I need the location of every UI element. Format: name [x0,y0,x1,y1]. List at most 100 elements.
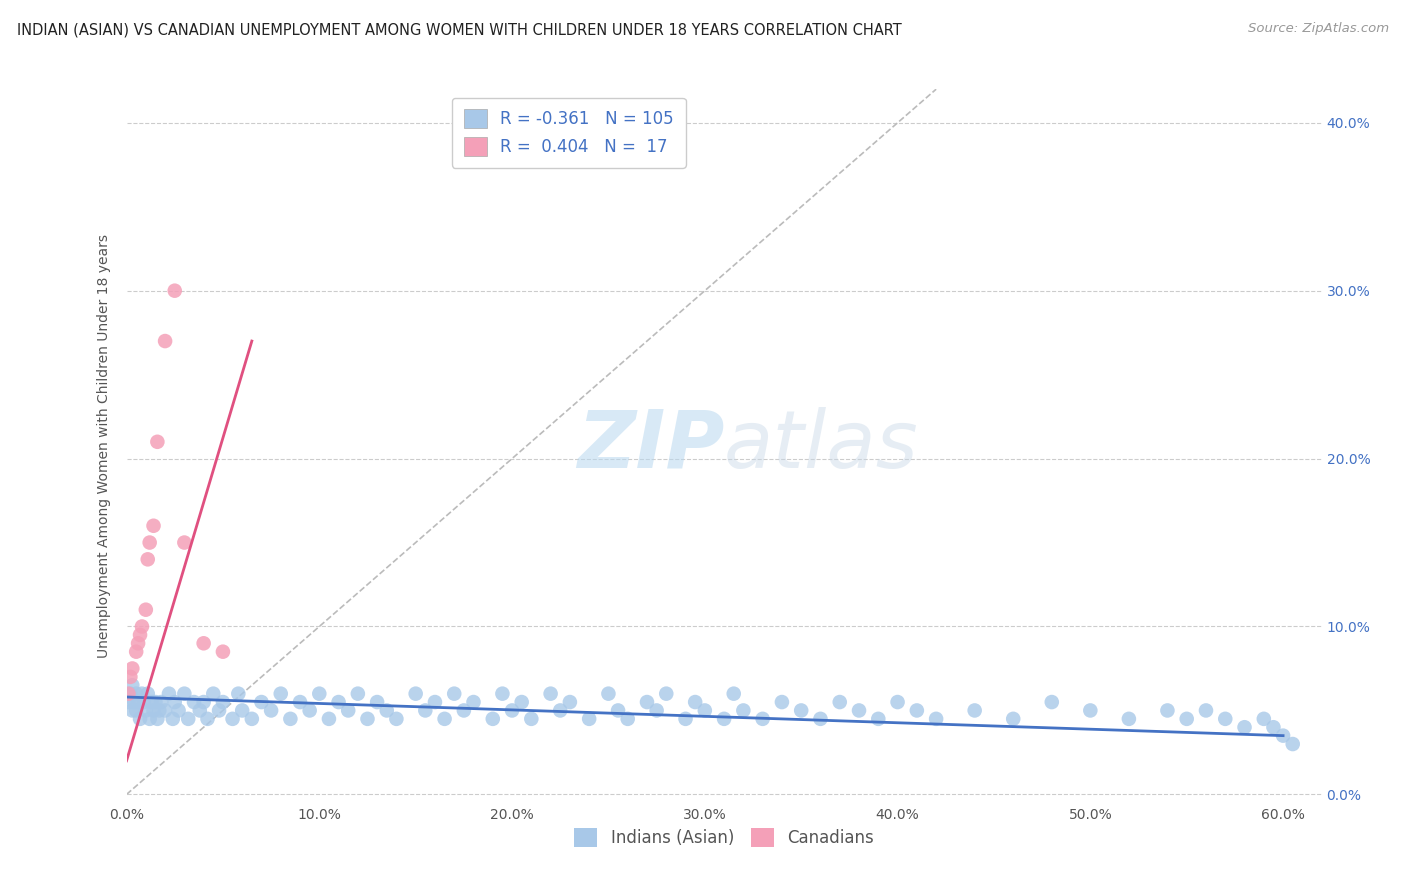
Point [423,695,446,709]
Point [405,687,427,701]
Point [366,695,388,709]
Point [1002,712,1025,726]
Point [616,712,638,726]
Text: atlas: atlas [724,407,920,485]
Point [117,695,139,709]
Point [135,603,157,617]
Point [356,712,378,726]
Point [848,703,870,717]
Point [1118,712,1140,726]
Point [375,703,398,717]
Point [138,712,160,726]
Point [318,712,340,726]
Point [790,703,813,717]
Point [280,712,302,726]
Point [675,712,697,726]
Point [385,712,408,726]
Point [148,703,170,717]
Point [1175,712,1198,726]
Point [202,687,225,701]
Point [125,703,148,717]
Point [298,703,321,717]
Point [173,535,195,549]
Point [1195,703,1218,717]
Point [146,434,169,449]
Point [828,695,851,709]
Point [1263,720,1285,734]
Point [125,645,148,659]
Point [308,687,330,701]
Point [141,695,163,709]
Point [135,703,157,717]
Point [121,678,143,692]
Point [347,687,370,701]
Point [240,712,263,726]
Point [221,712,243,726]
Point [510,695,533,709]
Point [598,687,620,701]
Point [645,703,668,717]
Point [146,712,169,726]
Point [1078,703,1101,717]
Point [120,687,142,701]
Point [197,712,219,726]
Point [121,703,143,717]
Point [1156,703,1178,717]
Point [167,703,190,717]
Point [131,687,153,701]
Point [122,695,145,709]
Point [1213,712,1236,726]
Point [1040,695,1063,709]
Point [693,703,716,717]
Point [810,712,832,726]
Point [188,703,211,717]
Point [183,695,205,709]
Point [520,712,543,726]
Point [453,703,475,717]
Point [733,703,755,717]
Point [260,703,283,717]
Point [655,687,678,701]
Point [925,712,948,726]
Point [163,695,186,709]
Text: ZIP: ZIP [576,407,724,485]
Point [288,695,311,709]
Point [117,687,139,701]
Point [636,695,658,709]
Point [132,695,155,709]
Point [127,695,149,709]
Point [548,703,571,717]
Point [683,695,706,709]
Point [153,334,176,348]
Point [231,703,253,717]
Point [481,712,503,726]
Point [129,712,152,726]
Point [723,687,745,701]
Point [463,695,485,709]
Point [433,712,456,726]
Point [121,661,143,675]
Point [540,687,562,701]
Point [558,695,581,709]
Point [770,695,793,709]
Point [131,619,153,633]
Point [163,284,186,298]
Point [162,712,184,726]
Point [1281,737,1303,751]
Point [212,645,235,659]
Text: INDIAN (ASIAN) VS CANADIAN UNEMPLOYMENT AMONG WOMEN WITH CHILDREN UNDER 18 YEARS: INDIAN (ASIAN) VS CANADIAN UNEMPLOYMENT … [17,22,901,37]
Text: Source: ZipAtlas.com: Source: ZipAtlas.com [1249,22,1389,36]
Point [157,687,180,701]
Point [443,687,465,701]
Point [886,695,908,709]
Point [963,703,986,717]
Point [337,703,360,717]
Point [1272,729,1295,743]
Point [136,552,159,566]
Point [177,712,200,726]
Point [212,695,235,709]
Point [136,687,159,701]
Point [713,712,735,726]
Point [868,712,890,726]
Point [142,518,165,533]
